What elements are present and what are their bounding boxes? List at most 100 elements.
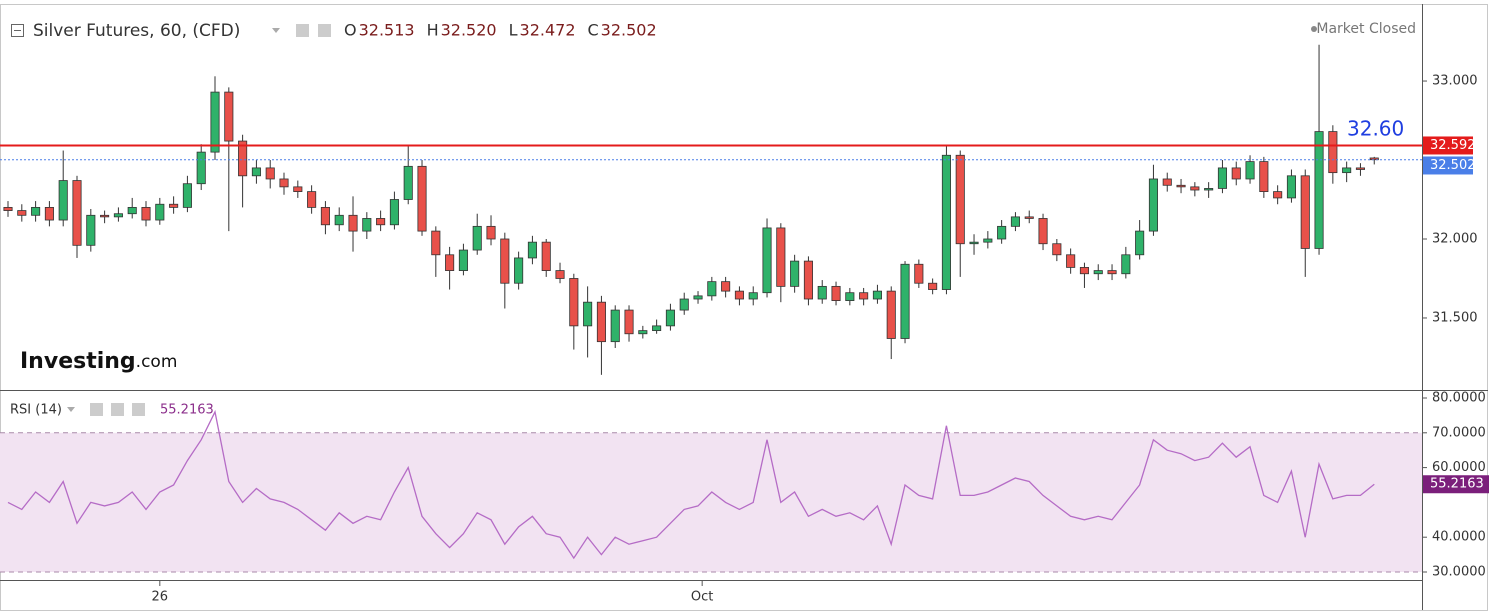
- candle-body: [527, 241, 537, 259]
- candle-body: [320, 206, 330, 226]
- candle-body: [31, 206, 41, 216]
- candle-body: [721, 281, 731, 292]
- candle-body: [983, 238, 993, 243]
- price-label: 32.592: [1430, 138, 1476, 153]
- y-tick-label: 32.000: [1432, 231, 1478, 246]
- rsi-value: 55.2163: [160, 403, 214, 418]
- candle-body: [941, 154, 951, 290]
- candle-body: [872, 290, 882, 300]
- y-tick-label: 33.000: [1432, 74, 1478, 89]
- candle-body: [679, 298, 689, 311]
- status-dot: [1311, 26, 1317, 32]
- candle-body: [845, 292, 855, 301]
- candle-body: [1355, 167, 1365, 170]
- candle-body: [1024, 216, 1034, 219]
- candle-body: [210, 91, 220, 153]
- candle-body: [1217, 167, 1227, 189]
- candle-body: [472, 225, 482, 251]
- candle-body: [914, 263, 924, 284]
- rsi-label: 55.2163: [1430, 477, 1484, 492]
- candle-body: [1038, 218, 1048, 245]
- candle-body: [610, 309, 620, 343]
- candle-body: [707, 281, 717, 297]
- candle-body: [569, 278, 579, 327]
- rsi-title: RSI (14): [10, 403, 62, 418]
- ohlc-value: 32.520: [441, 21, 497, 40]
- ohlc-value: 32.513: [359, 21, 415, 40]
- candle-body: [748, 292, 758, 300]
- candle-body: [583, 301, 593, 327]
- y-tick-label: 70.0000: [1432, 425, 1486, 440]
- y-tick-label: 60.0000: [1432, 460, 1486, 475]
- candle-body: [1245, 161, 1255, 180]
- rsi-label-box: [1423, 475, 1489, 494]
- dropdown-icon[interactable]: [67, 407, 75, 412]
- candle-body: [293, 186, 303, 193]
- candle-body: [555, 270, 565, 279]
- candle-body: [238, 140, 248, 177]
- annotation: 32.60: [1347, 117, 1404, 141]
- candle-body: [886, 290, 896, 339]
- candle-body: [817, 285, 827, 300]
- candle-body: [169, 203, 179, 208]
- price-label-box: [1423, 156, 1473, 175]
- candle-body: [3, 206, 13, 211]
- candle-body: [141, 206, 151, 221]
- collapse-icon[interactable]: [11, 24, 24, 37]
- candle-body: [362, 218, 372, 232]
- x-tick-label: 26: [152, 590, 169, 605]
- candle-body: [127, 206, 137, 215]
- eye-icon[interactable]: [296, 24, 309, 37]
- candle-body: [1204, 188, 1214, 191]
- rsi-band: [0, 432, 1422, 572]
- logo-suffix: .com: [136, 352, 178, 372]
- candle-body: [776, 227, 786, 287]
- candle-body: [417, 165, 427, 232]
- candle-body: [100, 214, 110, 218]
- chart-title: Silver Futures, 60, (CFD): [33, 21, 240, 41]
- ohlc-value: 32.502: [601, 21, 657, 40]
- candle-body: [790, 260, 800, 287]
- candle-body: [624, 309, 634, 335]
- candle-body: [541, 241, 551, 271]
- candle-body: [1369, 157, 1379, 161]
- candle-body: [665, 309, 675, 327]
- candle-body: [1328, 131, 1338, 174]
- candle-body: [389, 199, 399, 226]
- candle-body: [969, 241, 979, 245]
- candle-body: [265, 167, 275, 180]
- candle-body: [1093, 270, 1103, 275]
- candle-body: [224, 91, 234, 142]
- price-label: 32.502: [1430, 158, 1476, 173]
- settings-icon[interactable]: [111, 403, 124, 416]
- close-icon[interactable]: [132, 403, 145, 416]
- candle-body: [1107, 270, 1117, 275]
- candle-body: [500, 238, 510, 284]
- ohlc-name: L: [509, 21, 518, 40]
- frame: [0, 4, 1488, 611]
- candle-body: [486, 225, 496, 240]
- ohlc-name: H: [427, 21, 439, 40]
- candle-body: [251, 167, 261, 177]
- candle-body: [1176, 184, 1186, 188]
- settings-icon[interactable]: [318, 24, 331, 37]
- eye-icon[interactable]: [90, 403, 103, 416]
- candle-body: [1286, 175, 1296, 199]
- y-tick-label: 40.0000: [1432, 530, 1486, 545]
- candle-body: [762, 227, 772, 294]
- candle-body: [44, 206, 54, 221]
- candle-body: [859, 292, 869, 300]
- candle-body: [652, 325, 662, 332]
- candle-body: [1052, 243, 1062, 256]
- candle-body: [1342, 167, 1352, 174]
- candle-body: [596, 301, 606, 343]
- x-tick-label: Oct: [691, 590, 713, 605]
- candle-body: [928, 282, 938, 290]
- candle-body: [348, 214, 358, 232]
- candle-body: [403, 165, 413, 200]
- candle-body: [1300, 175, 1310, 249]
- dropdown-icon[interactable]: [272, 28, 280, 33]
- y-tick-label: 31.500: [1432, 310, 1478, 325]
- candle-body: [1273, 191, 1283, 199]
